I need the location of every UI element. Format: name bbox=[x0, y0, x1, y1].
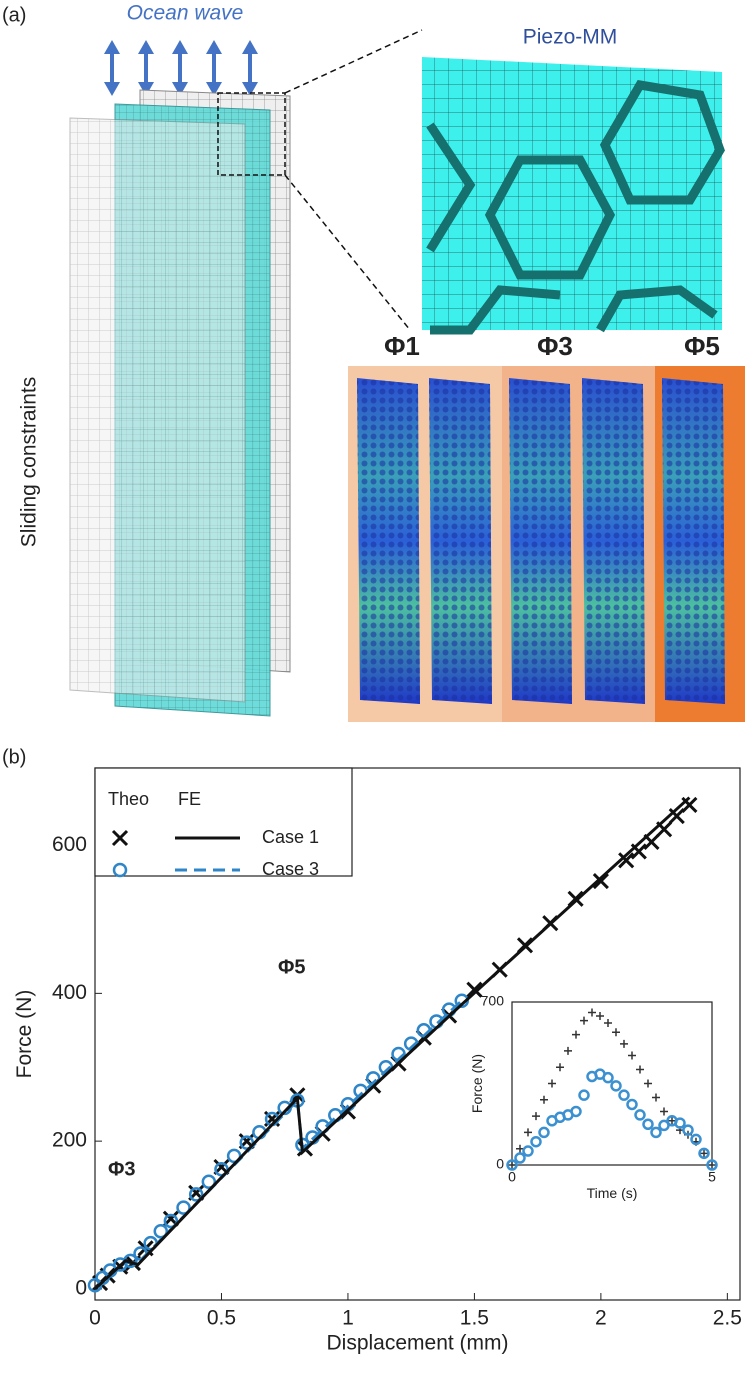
zoom-line bbox=[284, 29, 423, 94]
legend-header: FE bbox=[178, 789, 201, 809]
x-axis-label: Time (s) bbox=[587, 1185, 638, 1201]
point bbox=[690, 1133, 702, 1146]
point bbox=[153, 1224, 169, 1239]
point bbox=[652, 1093, 660, 1102]
point bbox=[642, 1118, 654, 1130]
point bbox=[524, 1128, 532, 1137]
point bbox=[506, 1159, 518, 1171]
zoom-line bbox=[284, 174, 411, 331]
point bbox=[602, 1071, 614, 1084]
x-tick-label: 5 bbox=[708, 1168, 716, 1184]
point bbox=[564, 1046, 572, 1055]
y-tick-label: 200 bbox=[52, 1129, 87, 1152]
point bbox=[626, 1098, 638, 1111]
point bbox=[658, 1119, 670, 1132]
zoom-box bbox=[217, 92, 286, 176]
point bbox=[530, 1135, 542, 1148]
mode-panels bbox=[348, 366, 745, 722]
x-tick-label: 0.5 bbox=[207, 1306, 236, 1329]
point bbox=[612, 1028, 620, 1037]
point bbox=[604, 1018, 612, 1027]
point bbox=[514, 1152, 526, 1164]
point bbox=[620, 1039, 628, 1048]
zoom-view bbox=[422, 57, 725, 335]
point bbox=[522, 1145, 534, 1157]
y-tick-label: 0 bbox=[496, 1156, 504, 1172]
point bbox=[508, 1161, 516, 1169]
mode-label: Φ3 bbox=[537, 331, 573, 361]
point bbox=[572, 1030, 580, 1039]
point bbox=[628, 1051, 636, 1060]
point bbox=[111, 829, 129, 847]
point bbox=[112, 862, 128, 878]
point bbox=[239, 1135, 255, 1150]
y-tick-label: 600 bbox=[52, 833, 87, 856]
point bbox=[176, 1200, 191, 1215]
point bbox=[706, 1159, 718, 1171]
x-tick-label: 0 bbox=[508, 1168, 516, 1184]
point bbox=[596, 1011, 604, 1020]
point bbox=[698, 1147, 710, 1160]
point bbox=[682, 1124, 694, 1136]
point bbox=[592, 872, 609, 890]
point bbox=[650, 1126, 662, 1139]
annotation: Φ3 bbox=[108, 1158, 136, 1180]
point bbox=[634, 1109, 646, 1121]
point bbox=[201, 1174, 217, 1190]
y-tick-label: 0 bbox=[75, 1276, 87, 1299]
point bbox=[668, 1116, 676, 1125]
y-tick-label: 400 bbox=[52, 981, 87, 1004]
point bbox=[644, 1079, 652, 1088]
point bbox=[466, 981, 483, 998]
annotation: Φ5 bbox=[278, 956, 306, 978]
point bbox=[188, 1187, 204, 1202]
point bbox=[578, 1089, 590, 1101]
y-axis-label: Force (N) bbox=[469, 1054, 485, 1113]
point bbox=[610, 1080, 622, 1092]
point bbox=[618, 1089, 630, 1101]
point bbox=[163, 1213, 179, 1229]
legend-label: Case 3 bbox=[262, 859, 319, 879]
point bbox=[556, 1063, 564, 1072]
wave-label: Ocean wave bbox=[127, 2, 244, 25]
x-tick-label: 1.5 bbox=[460, 1306, 489, 1329]
panel-label: (b) bbox=[2, 746, 26, 768]
x-tick-label: 1 bbox=[342, 1306, 354, 1329]
point bbox=[532, 1112, 540, 1121]
point bbox=[588, 1008, 596, 1017]
point bbox=[548, 1079, 556, 1088]
point bbox=[700, 1149, 708, 1158]
fe-line bbox=[93, 796, 691, 1291]
fe-line bbox=[94, 999, 463, 1291]
point bbox=[538, 1126, 550, 1139]
point bbox=[636, 1065, 644, 1074]
point bbox=[580, 1016, 588, 1025]
legend-header: Theo bbox=[108, 789, 149, 809]
point bbox=[660, 1107, 668, 1116]
x-tick-label: 2 bbox=[595, 1306, 607, 1329]
x-tick-label: 0 bbox=[89, 1306, 101, 1329]
side-label: Sliding constraints bbox=[18, 377, 41, 547]
main-chart: 0 0.5 1 1.5 2 2.5 0 200 400 600 Displacement (mm) F… bbox=[13, 767, 742, 1355]
zoom-label: Piezo-MM bbox=[523, 26, 618, 49]
wave-arrows bbox=[104, 38, 260, 98]
y-tick-label: 700 bbox=[481, 993, 505, 1009]
mode-label: Φ1 bbox=[384, 331, 420, 361]
panel-label: (a) bbox=[2, 4, 26, 26]
inset-chart: 0 5 0 700 Time (s) Force (N) bbox=[469, 993, 718, 1201]
point bbox=[570, 1105, 582, 1118]
point bbox=[618, 852, 635, 869]
front-sheet bbox=[69, 117, 246, 703]
point bbox=[708, 1161, 716, 1169]
point bbox=[516, 1144, 524, 1153]
x-axis-label: Displacement (mm) bbox=[326, 1332, 508, 1355]
point bbox=[540, 1095, 548, 1104]
x-tick-label: 2.5 bbox=[713, 1306, 742, 1329]
y-axis-label: Force (N) bbox=[13, 990, 36, 1079]
legend-box bbox=[94, 767, 353, 877]
mode-label: Φ5 bbox=[684, 331, 720, 361]
legend-label: Case 1 bbox=[262, 827, 319, 847]
point bbox=[674, 1117, 686, 1129]
